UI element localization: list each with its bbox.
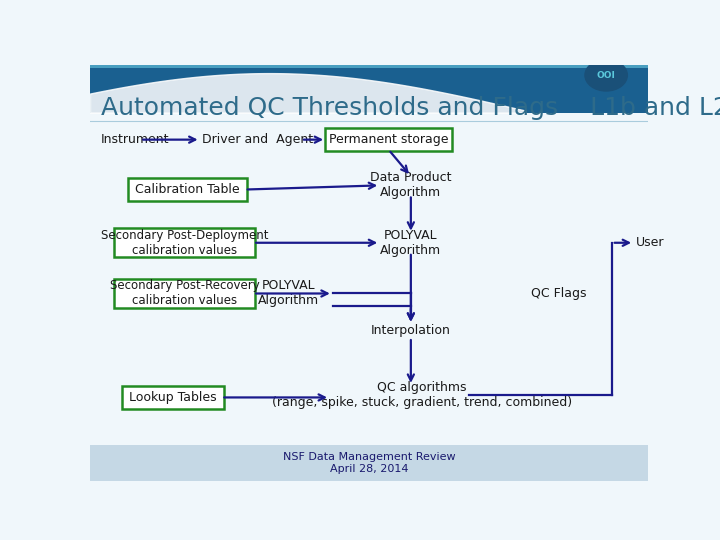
FancyBboxPatch shape bbox=[128, 178, 247, 201]
FancyBboxPatch shape bbox=[90, 446, 648, 481]
Text: Data Product
Algorithm: Data Product Algorithm bbox=[370, 171, 451, 199]
FancyBboxPatch shape bbox=[90, 65, 648, 68]
FancyBboxPatch shape bbox=[114, 279, 256, 308]
FancyBboxPatch shape bbox=[325, 128, 452, 151]
Text: Interpolation: Interpolation bbox=[371, 325, 451, 338]
FancyBboxPatch shape bbox=[90, 65, 648, 113]
Text: NSF Data Management Review
April 28, 2014: NSF Data Management Review April 28, 201… bbox=[283, 453, 455, 474]
Text: User: User bbox=[636, 237, 665, 249]
FancyBboxPatch shape bbox=[122, 386, 224, 409]
Text: Automated QC Thresholds and Flags    L1b and L2b: Automated QC Thresholds and Flags L1b an… bbox=[101, 97, 720, 120]
Text: Lookup Tables: Lookup Tables bbox=[129, 391, 217, 404]
Text: QC algorithms
(range, spike, stuck, gradient, trend, combined): QC algorithms (range, spike, stuck, grad… bbox=[272, 381, 572, 409]
Circle shape bbox=[585, 59, 627, 91]
Text: Driver and  Agent: Driver and Agent bbox=[202, 133, 312, 146]
FancyBboxPatch shape bbox=[114, 228, 256, 258]
Text: Calibration Table: Calibration Table bbox=[135, 183, 240, 196]
Text: QC Flags: QC Flags bbox=[531, 287, 587, 300]
Text: Instrument: Instrument bbox=[101, 133, 170, 146]
Text: OOI: OOI bbox=[597, 71, 616, 80]
Text: Secondary Post-Recovery
calibration values: Secondary Post-Recovery calibration valu… bbox=[110, 280, 260, 307]
Text: POLYVAL
Algorithm: POLYVAL Algorithm bbox=[380, 229, 441, 256]
Text: Secondary Post-Deployment
calibration values: Secondary Post-Deployment calibration va… bbox=[101, 229, 269, 256]
Text: POLYVAL
Algorithm: POLYVAL Algorithm bbox=[258, 280, 319, 307]
Text: Permanent storage: Permanent storage bbox=[329, 133, 449, 146]
